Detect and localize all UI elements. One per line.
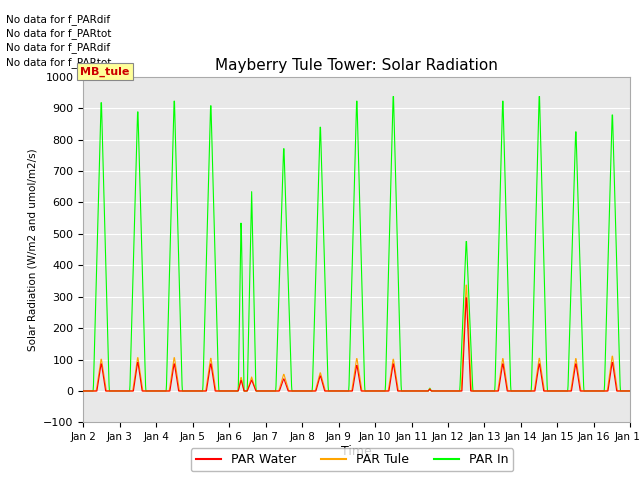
PAR Tule	[627, 388, 634, 394]
PAR Tule	[562, 388, 570, 394]
PAR Tule	[79, 388, 87, 394]
PAR Water	[201, 388, 209, 394]
PAR In	[389, 94, 397, 99]
Text: No data for f_PARtot: No data for f_PARtot	[6, 28, 112, 39]
PAR Water	[79, 388, 87, 394]
Text: MB_tule: MB_tule	[80, 66, 129, 77]
X-axis label: Time: Time	[341, 445, 372, 458]
Line: PAR Tule: PAR Tule	[83, 285, 630, 391]
Y-axis label: Solar Radiation (W/m2 and umol/m2/s): Solar Radiation (W/m2 and umol/m2/s)	[28, 148, 38, 351]
Text: No data for f_PARdif: No data for f_PARdif	[6, 42, 111, 53]
PAR In	[442, 388, 450, 394]
PAR Water	[442, 388, 449, 394]
PAR In	[79, 388, 87, 394]
PAR Water	[462, 295, 470, 301]
PAR Water	[188, 388, 195, 394]
Legend: PAR Water, PAR Tule, PAR In: PAR Water, PAR Tule, PAR In	[191, 448, 513, 471]
PAR Water	[262, 388, 270, 394]
Title: Mayberry Tule Tower: Solar Radiation: Mayberry Tule Tower: Solar Radiation	[216, 58, 498, 73]
PAR Tule	[442, 388, 449, 394]
PAR In	[262, 388, 270, 394]
PAR In	[188, 388, 195, 394]
PAR Tule	[188, 388, 195, 394]
Text: No data for f_PARdif: No data for f_PARdif	[6, 13, 111, 24]
PAR Water	[562, 388, 570, 394]
PAR Water	[514, 388, 522, 394]
PAR In	[562, 388, 570, 394]
Line: PAR In: PAR In	[83, 96, 630, 391]
PAR Tule	[514, 388, 522, 394]
PAR In	[201, 312, 209, 318]
PAR In	[514, 388, 522, 394]
PAR Tule	[462, 282, 470, 288]
Text: No data for f_PARtot: No data for f_PARtot	[6, 57, 112, 68]
PAR Tule	[201, 388, 209, 394]
PAR Tule	[262, 388, 270, 394]
Line: PAR Water: PAR Water	[83, 298, 630, 391]
PAR Water	[627, 388, 634, 394]
PAR In	[627, 388, 634, 394]
